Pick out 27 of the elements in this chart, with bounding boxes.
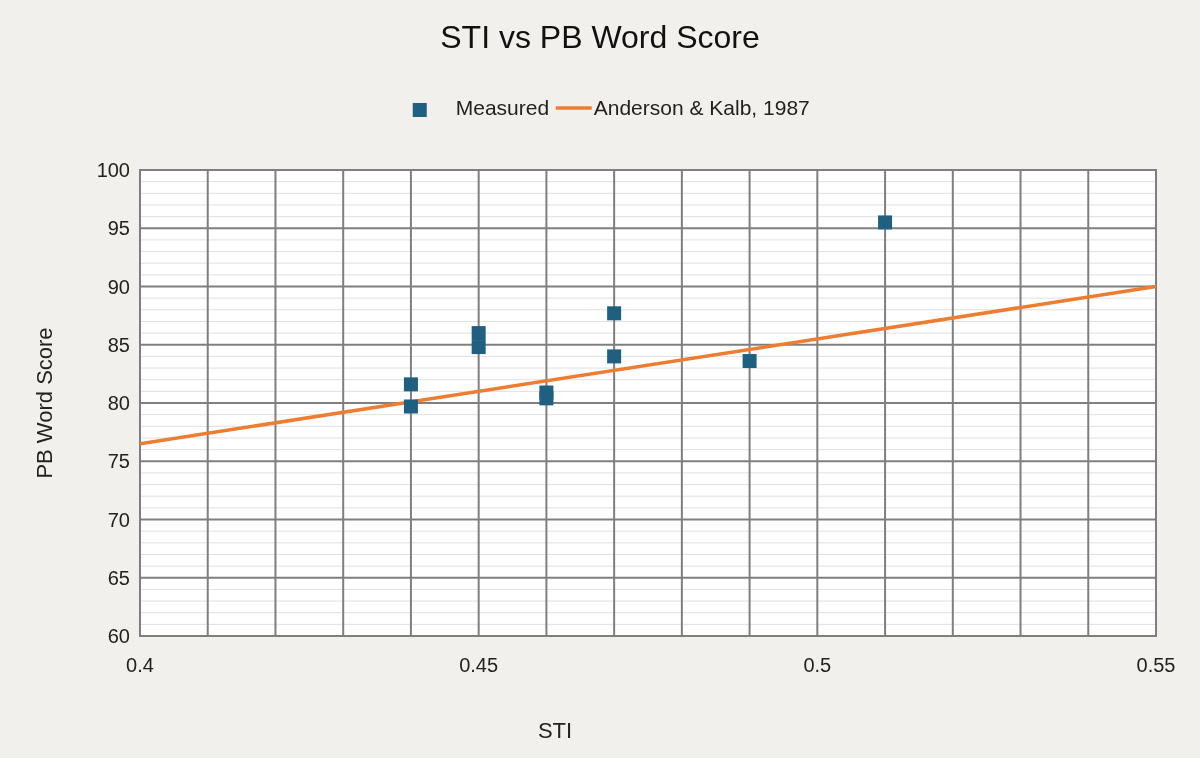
y-tick-label: 85 xyxy=(107,333,130,356)
legend-label: Measured xyxy=(455,96,550,120)
x-tick-label: 0.4 xyxy=(126,654,154,676)
y-axis-title: PB Word Score xyxy=(32,327,57,479)
y-tick-label: 75 xyxy=(107,450,130,473)
x-axis-title: STI xyxy=(537,718,573,743)
y-tick-label: 60 xyxy=(107,625,130,647)
y-tick-label: 100 xyxy=(96,159,130,181)
legend-label: Anderson & Kalb, 1987 xyxy=(593,96,810,120)
y-tick-label: 80 xyxy=(107,392,130,414)
x-tick-label: 0.45 xyxy=(459,654,499,676)
point xyxy=(471,340,486,355)
x-tick-label: 0.5 xyxy=(803,654,832,676)
y-tick-label: 90 xyxy=(107,275,130,298)
y-tick-label: 65 xyxy=(107,566,130,589)
point xyxy=(403,377,418,392)
point xyxy=(607,349,622,364)
chart-title: STI vs PB Word Score xyxy=(440,19,760,55)
x-tick-label: 0.55 xyxy=(1136,654,1176,676)
y-tick-label: 70 xyxy=(107,508,130,531)
point xyxy=(742,354,757,369)
point xyxy=(878,215,893,230)
point xyxy=(607,306,622,321)
point xyxy=(403,399,418,414)
y-tick-label: 95 xyxy=(107,217,130,240)
point xyxy=(539,391,554,406)
point xyxy=(471,326,486,341)
